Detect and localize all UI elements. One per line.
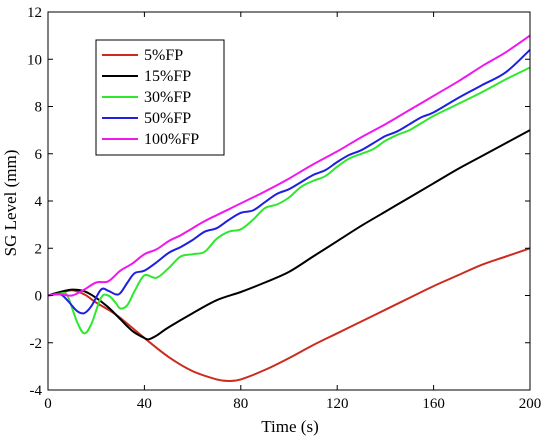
y-tick-label: 12 <box>27 5 42 21</box>
x-tick-label: 160 <box>422 396 445 412</box>
y-tick-label: 10 <box>27 52 42 68</box>
legend-label: 30%FP <box>144 89 191 106</box>
x-tick-label: 120 <box>326 396 349 412</box>
legend-label: 100%FP <box>144 131 199 148</box>
x-tick-label: 200 <box>519 396 542 412</box>
y-tick-label: -4 <box>30 383 43 399</box>
legend-label: 5%FP <box>144 47 183 64</box>
y-tick-label: 4 <box>35 194 43 210</box>
series-line-3 <box>47 49 531 315</box>
x-tick-label: 40 <box>137 396 152 412</box>
y-tick-label: -2 <box>30 336 43 352</box>
series-line-4 <box>47 34 531 297</box>
x-tick-label: 80 <box>233 396 248 412</box>
y-tick-label: 8 <box>35 100 43 116</box>
series-line-2 <box>47 66 531 335</box>
x-axis-label: Time (s) <box>261 417 318 436</box>
y-tick-label: 0 <box>35 289 43 305</box>
x-tick-label: 0 <box>44 396 52 412</box>
y-tick-label: 2 <box>35 241 43 257</box>
y-axis-label: SG Level (mm) <box>1 150 20 257</box>
legend: 5%FP 15%FP 30%FP 50%FP 100%FP <box>95 39 225 156</box>
y-tick-label: 6 <box>35 147 43 163</box>
plot-marks <box>47 34 531 383</box>
axes: 0 40 80 120 160 200 -4 -2 0 2 4 6 8 10 12 <box>27 5 541 412</box>
legend-label: 15%FP <box>144 68 191 85</box>
series-line-0 <box>47 247 531 383</box>
legend-label: 50%FP <box>144 110 191 127</box>
